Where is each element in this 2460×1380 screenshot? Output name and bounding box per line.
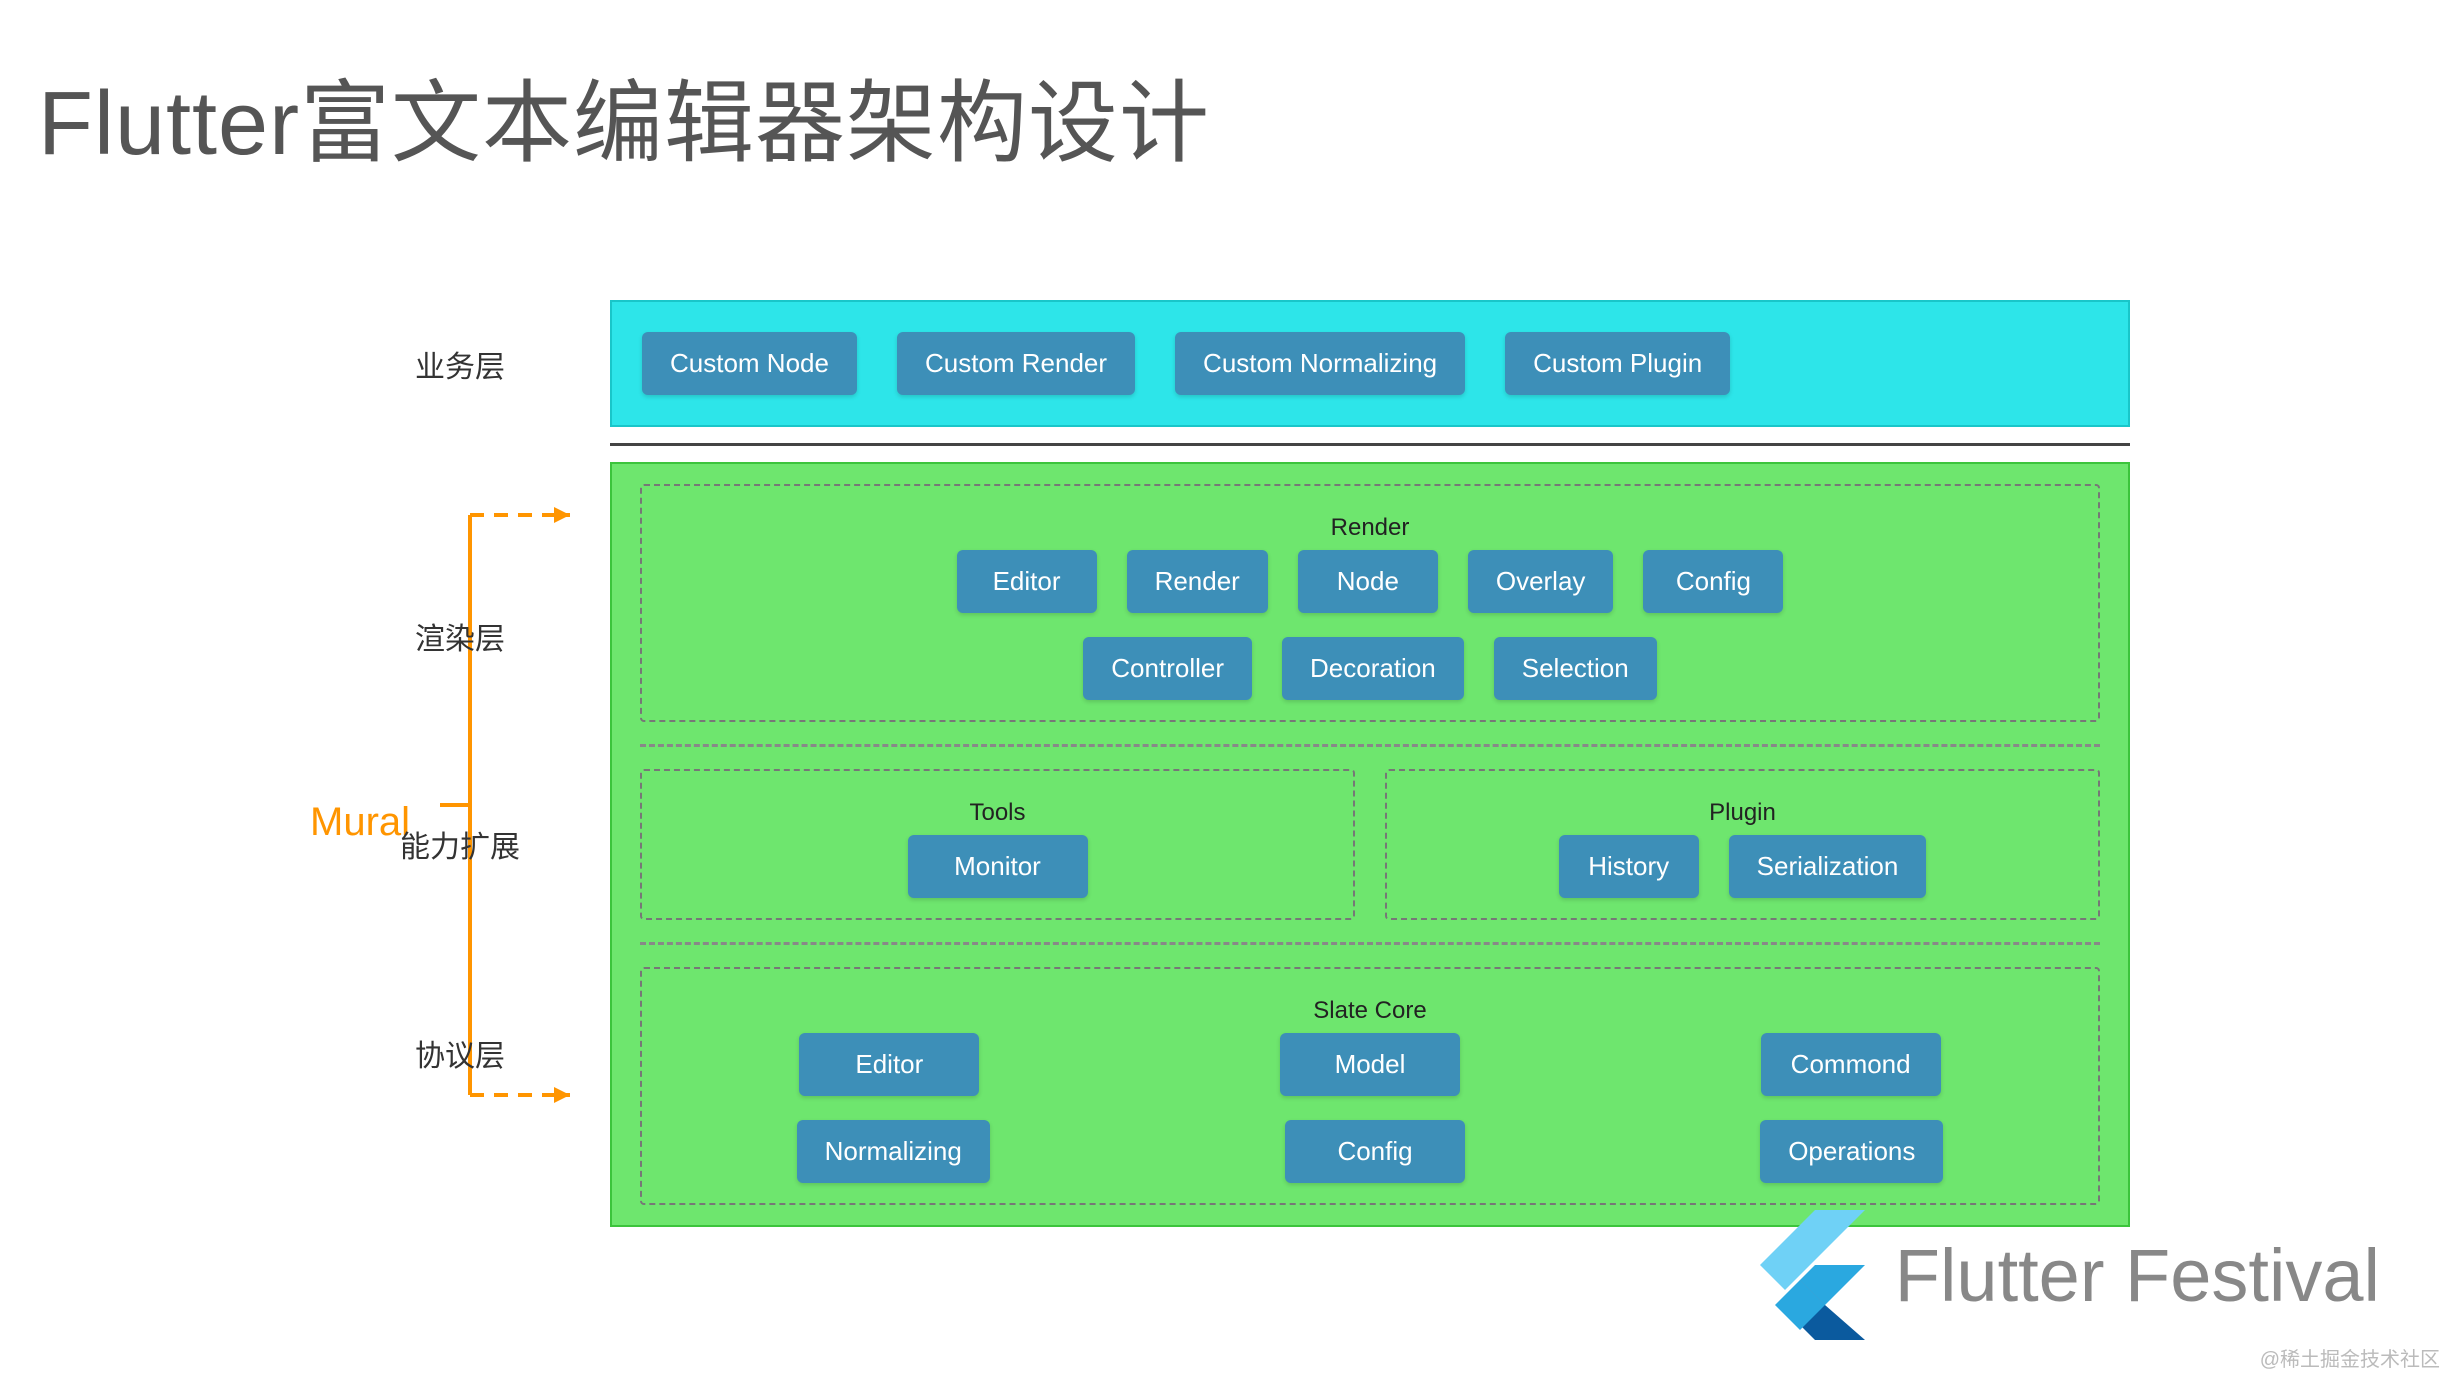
box-controller: Controller — [1083, 637, 1252, 700]
box-editor: Editor — [957, 550, 1097, 613]
green-layers: 渲染层 能力扩展 协议层 Render Editor Render Node O… — [310, 462, 2130, 1227]
footer-text: Flutter Festival — [1895, 1233, 2380, 1318]
box-sc-commond: Commond — [1761, 1033, 1941, 1096]
render-group: Render Editor Render Node Overlay Config… — [640, 484, 2100, 722]
layer-business: 业务层 Custom Node Custom Render Custom Nor… — [310, 300, 2130, 427]
box-custom-plugin: Custom Plugin — [1505, 332, 1730, 395]
tools-group: Tools Monitor — [640, 769, 1355, 920]
box-sc-normalizing: Normalizing — [797, 1120, 990, 1183]
box-sc-editor: Editor — [799, 1033, 979, 1096]
divider-solid — [610, 443, 2130, 446]
box-render: Render — [1127, 550, 1268, 613]
green-block: Render Editor Render Node Overlay Config… — [610, 462, 2130, 1227]
box-sc-config: Config — [1285, 1120, 1465, 1183]
box-node: Node — [1298, 550, 1438, 613]
box-custom-normalizing: Custom Normalizing — [1175, 332, 1465, 395]
box-history: History — [1559, 835, 1699, 898]
box-custom-node: Custom Node — [642, 332, 857, 395]
plugin-title: Plugin — [1409, 799, 2076, 827]
plugin-group: Plugin History Serialization — [1385, 769, 2100, 920]
box-sc-operations: Operations — [1760, 1120, 1943, 1183]
box-custom-render: Custom Render — [897, 332, 1135, 395]
page: Flutter富文本编辑器架构设计 Mural 业务层 Custom Node … — [0, 0, 2460, 1380]
page-title: Flutter富文本编辑器架构设计 — [38, 50, 1210, 180]
box-selection: Selection — [1494, 637, 1657, 700]
box-config: Config — [1643, 550, 1783, 613]
box-overlay: Overlay — [1468, 550, 1614, 613]
divider-dashed-1 — [640, 744, 2100, 747]
box-monitor: Monitor — [908, 835, 1088, 898]
footer: Flutter Festival — [1755, 1210, 2380, 1340]
render-row2: Controller Decoration Selection — [664, 637, 2076, 700]
layer-label-business: 业务层 — [310, 342, 610, 386]
ability-row: Tools Monitor Plugin History Serializati… — [640, 769, 2100, 920]
layer-label-render: 渲染层 — [310, 614, 610, 658]
tools-title: Tools — [664, 799, 1331, 827]
slate-core-title: Slate Core — [664, 997, 2076, 1025]
business-layer-body: Custom Node Custom Render Custom Normali… — [610, 300, 2130, 427]
layer-label-ability: 能力扩展 — [310, 822, 610, 866]
slate-core-group: Slate Core Editor Model Commond Normaliz… — [640, 967, 2100, 1205]
flutter-logo-icon — [1755, 1210, 1865, 1340]
architecture-diagram: 业务层 Custom Node Custom Render Custom Nor… — [310, 300, 2130, 1227]
watermark: @稀土掘金技术社区 — [2260, 1343, 2440, 1372]
box-serialization: Serialization — [1729, 835, 1927, 898]
render-group-title: Render — [664, 514, 2076, 542]
render-row1: Editor Render Node Overlay Config — [664, 550, 2076, 613]
box-sc-model: Model — [1280, 1033, 1460, 1096]
box-decoration: Decoration — [1282, 637, 1464, 700]
divider-dashed-2 — [640, 942, 2100, 945]
layer-label-protocol: 协议层 — [310, 1031, 610, 1075]
